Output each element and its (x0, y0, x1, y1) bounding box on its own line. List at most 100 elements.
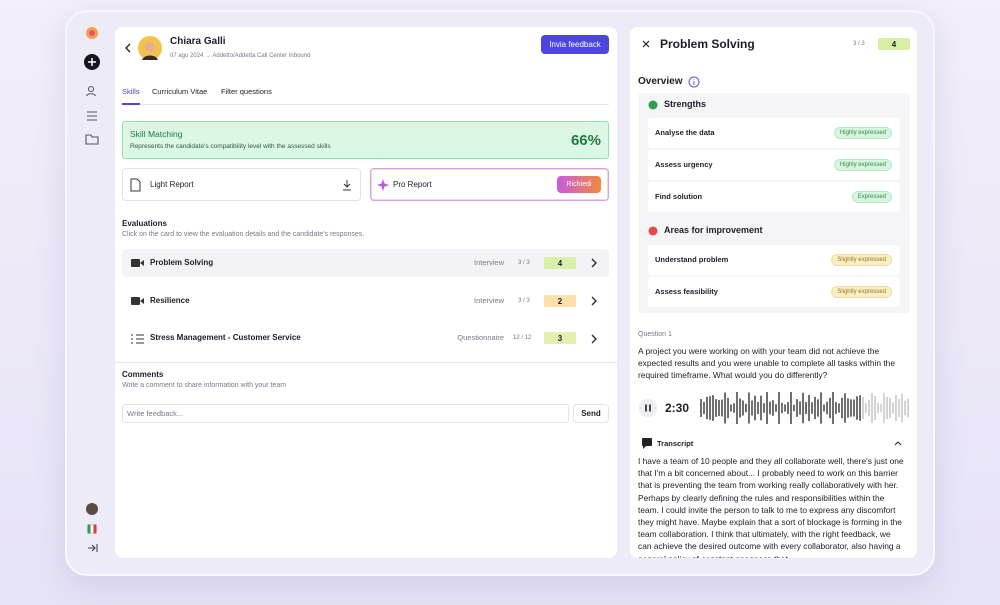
improvement-card: Understand problem Slightly expressed (648, 245, 900, 275)
strength-card: Find solution Expressed (648, 182, 900, 212)
evaluation-kind: Interview (473, 258, 504, 267)
avatar-face (145, 42, 155, 52)
evaluation-progress: 12 / 12 (513, 335, 532, 341)
pause-icon (645, 404, 651, 412)
tab[interactable]: Curriculum Vitae (152, 87, 208, 96)
send-feedback-button[interactable]: Invia feedback (541, 35, 609, 54)
download-icon[interactable] (343, 180, 351, 191)
evaluation-score: 4 (544, 257, 576, 269)
strength-card: Assess urgency Highly expressed (648, 150, 900, 180)
improvements-title: Areas for improvement (664, 225, 763, 235)
tab-indicator (122, 103, 140, 105)
sparkle (377, 179, 389, 191)
comment-input[interactable] (122, 404, 569, 423)
sidebar (84, 27, 100, 552)
improvement-icon (648, 226, 658, 236)
info-icon[interactable] (688, 76, 700, 88)
video-icon (131, 259, 144, 267)
transcript-title: Transcript (657, 439, 694, 448)
flag-green (87, 524, 91, 534)
send-button[interactable]: Send (573, 404, 609, 423)
section-icons (648, 100, 658, 236)
pause-button[interactable] (639, 399, 657, 417)
question-text: A project you were working on with your … (638, 346, 895, 381)
evaluation-name: Stress Management - Customer Service (150, 333, 301, 342)
nav-icons[interactable] (85, 85, 99, 145)
evaluation-kind: Interview (473, 296, 504, 305)
strength-name: Find solution (655, 192, 703, 201)
strength-level: Expressed (851, 191, 892, 203)
comment-placeholder: Write feedback... (127, 409, 184, 418)
skill-matching-subtitle: Represents the candidate's compatibility… (130, 143, 331, 150)
strength-card: Analyse the data Highly expressed (648, 118, 900, 148)
transcript-icons (642, 438, 902, 449)
request-button[interactable]: Richiedi (557, 176, 601, 193)
video-icon (131, 297, 144, 305)
evaluation-kind: Questionnaire (457, 333, 504, 342)
doc-icon (130, 178, 141, 192)
detail-title: Problem Solving (660, 37, 755, 51)
evaluation-progress: 3 / 3 (518, 298, 530, 304)
detail-progress: 3 / 3 (853, 41, 865, 47)
improvement-name: Assess feasibility (655, 287, 718, 296)
evaluation-score: 2 (544, 295, 576, 307)
tab-active[interactable]: Skills (122, 87, 140, 96)
evaluation-icons (131, 258, 597, 344)
evaluation-name: Resilience (150, 296, 190, 305)
evaluations-title: Evaluations (122, 219, 167, 228)
evaluation-name: Problem Solving (150, 258, 214, 267)
skill-matching-score: 66% (570, 132, 601, 149)
strength-level: Highly expressed (833, 127, 892, 139)
candidate-name: Chiara Galli (170, 36, 226, 47)
improvement-card: Assess feasibility Slightly expressed (648, 277, 900, 307)
transcript-text: I have a team of 10 people and they all … (638, 456, 904, 558)
detail-icons (642, 40, 700, 88)
strength-level: Highly expressed (833, 159, 892, 171)
audio-player (639, 392, 909, 424)
improvement-name: Understand problem (655, 255, 729, 264)
skill-matching-box (122, 121, 609, 159)
evaluation-progress: 3 / 3 (518, 260, 530, 266)
flag-red (93, 524, 97, 534)
avatar-body (142, 55, 158, 60)
tab[interactable]: Filter questions (221, 87, 272, 96)
strength-icon (648, 100, 658, 110)
skill-matching-title: Skill Matching (130, 129, 183, 139)
list-icon (131, 334, 144, 344)
sparkle-icon (377, 179, 389, 191)
divider (115, 362, 617, 363)
strength-name: Analyse the data (655, 128, 715, 137)
pro-report-card[interactable] (370, 168, 609, 201)
improvement-level: Slightly expressed (831, 286, 892, 298)
transcript-clip: I have a team of 10 people and they all … (638, 455, 908, 558)
overview-title: Overview (638, 76, 683, 87)
evaluation-row[interactable] (122, 249, 609, 277)
evaluation-score: 3 (544, 332, 576, 344)
logo-dot (89, 30, 95, 36)
pro-report-label: Pro Report (393, 180, 432, 189)
strength-name: Assess urgency (655, 160, 713, 169)
evaluations-subtitle: Click on the card to view the evaluation… (122, 231, 365, 238)
candidate-meta: 07 ago 2024 → Addetto/Addetta Call Cente… (170, 53, 311, 59)
header-icons (125, 36, 162, 60)
close-icon[interactable] (642, 40, 650, 48)
left-panel (115, 27, 617, 558)
light-report-icons (130, 178, 351, 192)
add-icon (88, 58, 96, 66)
user-avatar[interactable] (86, 503, 98, 515)
audio-duration: 2:30 (665, 401, 690, 415)
strengths-title: Strengths (664, 99, 707, 109)
improvement-level: Slightly expressed (831, 254, 892, 266)
transcript-icon (642, 438, 652, 446)
tab-divider (122, 104, 609, 105)
question-label: Question 1 (638, 331, 672, 338)
comments-subtitle: Write a comment to share information wit… (122, 382, 287, 389)
back-arrow[interactable] (125, 43, 131, 53)
chevrons[interactable] (591, 258, 597, 344)
collapse-icon[interactable] (88, 544, 98, 552)
light-report-card[interactable] (122, 168, 361, 201)
transcript-icon-tail (643, 446, 646, 449)
detail-score: 4 (878, 38, 910, 50)
collapse-chevron[interactable] (894, 441, 902, 446)
